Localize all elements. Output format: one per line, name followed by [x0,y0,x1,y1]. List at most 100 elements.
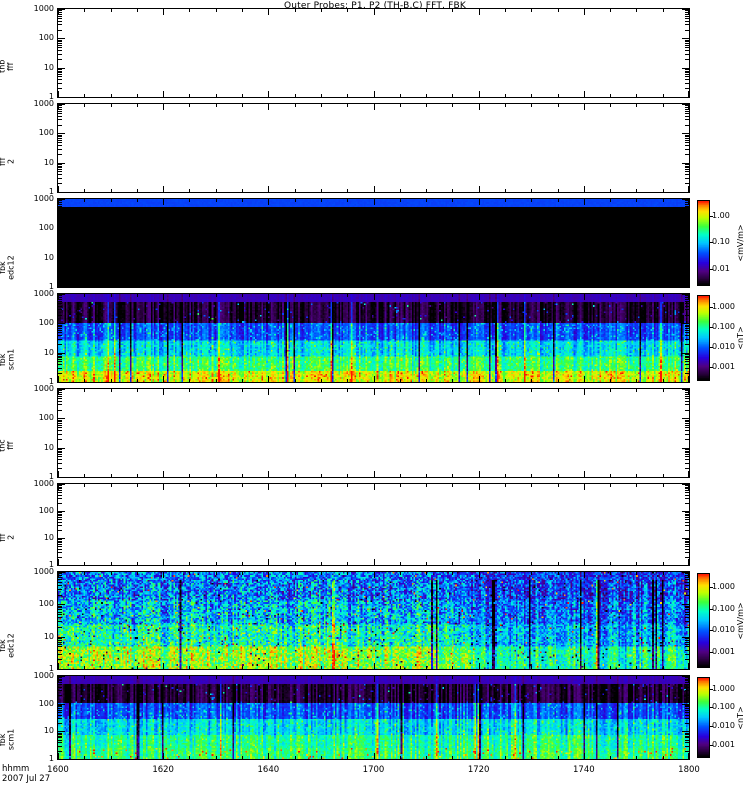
y-axis-tick-minor [58,706,62,707]
y-axis-tick-major [58,104,65,105]
y-axis-tick-minor [58,166,62,167]
y-axis-tick-minor [685,69,689,70]
y-axis-tick-major [58,133,65,134]
y-axis-tick-major [58,228,65,229]
panel-thb-fff[interactable] [57,8,690,98]
y-axis-tick-minor [685,420,689,421]
y-axis-tick-label: 1 [48,92,54,101]
x-axis-tick-major [268,91,269,97]
x-axis-tick-major [479,753,480,759]
x-axis-tick-minor [610,474,611,477]
y-axis-labels-thc-fbk-scm1: 1000 100 10 1 [14,672,54,763]
panel-thb-fbk-edc12[interactable] [57,198,690,288]
y-axis-tick-minor [58,45,62,46]
y-axis-tick-minor [685,682,689,683]
x-axis-tick-minor [452,562,453,565]
x-axis-tick-minor [452,389,453,392]
y-axis-tick-minor [58,503,62,504]
y-axis-tick-minor [685,166,689,167]
y-axis-tick-minor [685,627,689,628]
panel-thb-fff-2[interactable] [57,103,690,193]
y-axis-tick-minor [58,237,62,238]
x-axis-tick-minor [426,104,427,107]
y-axis-tick-minor [58,116,62,117]
x-axis-tick-minor [400,284,401,287]
y-axis-tick-minor [58,325,62,326]
x-axis-tick-major [688,91,689,97]
x-axis-tick-minor [636,484,637,487]
y-axis-tick-minor [58,733,62,734]
panel-thc-fff[interactable] [57,388,690,478]
x-axis-tick-major [584,199,585,205]
y-axis-tick-minor [58,490,62,491]
colorbar-ticks-thc-fbk-scm1: 1.000 0.100 0.010 0.001 [709,677,750,758]
x-axis-tick-major [584,91,585,97]
y-axis-tick-minor [685,514,689,515]
x-axis-tick-minor [216,562,217,565]
x-axis-tick-major [584,376,585,382]
y-axis-tick-minor [58,582,62,583]
y-axis-tick-minor [685,525,689,526]
x-axis-tick-major [268,753,269,759]
x-axis-tick-major [374,389,375,395]
x-axis-tick-minor [558,94,559,97]
x-axis-tick-minor [242,389,243,392]
x-axis-tick-minor [242,9,243,12]
y-axis-tick-minor [685,498,689,499]
panel-thb-fbk-scm1[interactable] [57,293,690,383]
y-axis-tick-minor [685,339,689,340]
y-axis-tick-minor [685,50,689,51]
y-axis-tick-minor [58,309,62,310]
x-axis-tick-major [163,9,164,15]
x-axis-tick-minor [321,9,322,12]
y-axis-tick-minor [685,519,689,520]
panel-thc-fbk-edc12[interactable] [57,571,690,670]
y-axis-tick-major [682,104,689,105]
x-axis-tick-minor [531,676,532,679]
x-axis-tick-minor [426,9,427,12]
x-axis-tick-minor [111,379,112,382]
y-axis-tick-minor [685,421,689,422]
y-axis-tick-major [682,258,689,259]
x-axis-tick-major [374,199,375,205]
x-axis-tick-minor [426,189,427,192]
y-axis-tick-major [682,418,689,419]
y-axis-tick-minor [58,690,62,691]
x-axis-tick-minor [400,104,401,107]
y-axis-tick-minor [685,485,689,486]
y-axis-tick-minor [58,169,62,170]
y-axis-tick-minor [58,718,62,719]
y-axis-tick-minor [685,541,689,542]
panel-thc-fff-2[interactable] [57,483,690,566]
x-axis-tick-minor [189,284,190,287]
y-axis-tick-minor [58,585,62,586]
y-axis-tick-minor [58,410,62,411]
x-axis-tick-minor [216,294,217,297]
y-axis-tick-minor [685,449,689,450]
colorbar-tick-mark [709,688,713,690]
y-axis-tick-major [58,676,65,677]
x-axis-tick-minor [347,484,348,487]
x-axis-tick-minor [111,294,112,297]
colorbar-tick-label: 0.001 [712,647,735,657]
x-axis-tick-minor [426,484,427,487]
y-axis-tick-minor [685,368,689,369]
x-axis-tick-minor [216,676,217,679]
y-axis-tick-minor [685,354,689,355]
y-axis-tick-minor [685,119,689,120]
panel-variable-label-thb-fbk-scm1: thb fbk scm1 [0,348,15,371]
x-axis-tick-minor [400,572,401,575]
y-axis-tick-minor [58,136,62,137]
x-axis-tick-major [479,104,480,110]
x-axis-tick-minor [137,666,138,669]
y-axis-tick-minor [58,231,62,232]
panel-thc-fbk-scm1[interactable] [57,675,690,760]
y-axis-tick-minor [58,549,62,550]
x-axis-tick-major [163,471,164,477]
x-axis-tick-minor [111,9,112,12]
y-axis-tick-label: 1000 [33,4,54,13]
y-axis-tick-label: 10 [43,442,54,452]
y-axis-tick-minor [58,10,62,11]
x-axis-tick-minor [137,484,138,487]
y-axis-tick-minor [58,573,62,574]
